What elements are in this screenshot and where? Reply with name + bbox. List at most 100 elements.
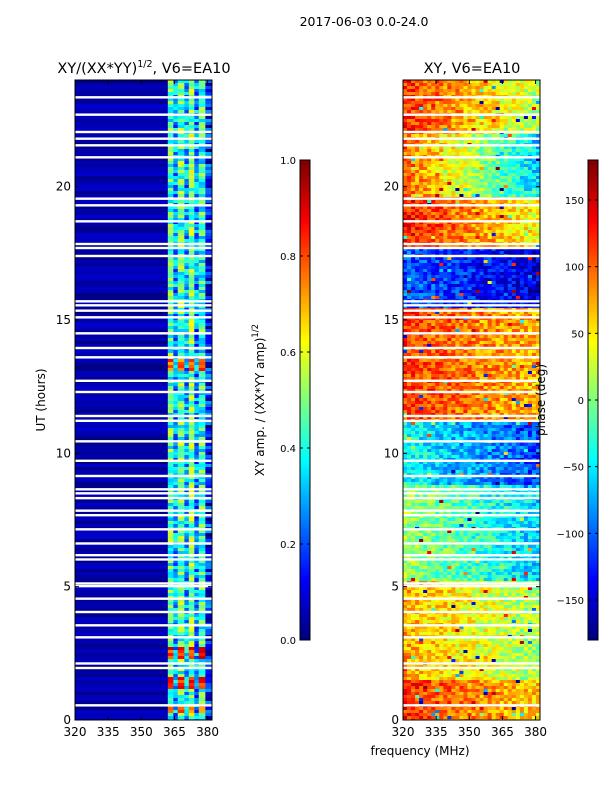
amplitude-cell: [198, 656, 206, 659]
amplitude-cell: [173, 404, 179, 407]
amplitude-cell: [205, 650, 213, 653]
phase-cell: [467, 236, 472, 239]
amplitude-cell: [205, 326, 213, 329]
phase-cell: [431, 134, 436, 137]
amplitude-cell: [173, 272, 179, 275]
colorbar-step: [300, 328, 310, 333]
phase-cell: [459, 248, 464, 251]
phase-cell: [415, 326, 420, 329]
phase-cell: [455, 161, 460, 164]
amplitude-cell: [173, 386, 179, 389]
amplitude-cell: [173, 230, 179, 233]
amplitude-cell: [188, 227, 195, 230]
amplitude-cell: [173, 524, 179, 527]
phase-cell: [443, 323, 448, 326]
phase-cell: [459, 122, 464, 125]
amplitude-cell: [198, 575, 206, 578]
phase-cell: [407, 269, 412, 272]
phase-cell: [531, 140, 537, 143]
phase-cell: [503, 80, 509, 83]
phase-cell: [531, 278, 537, 281]
phase-cell: [479, 128, 484, 131]
phase-cell: [427, 104, 432, 107]
amplitude-cell: [177, 512, 185, 515]
phase-cell: [515, 86, 521, 89]
amplitude-cell: [177, 479, 185, 482]
phase-cell: [439, 170, 444, 173]
phase-cell: [511, 86, 517, 89]
phase-cell: [515, 215, 521, 218]
amplitude-cell: [194, 680, 200, 683]
phase-cell: [431, 230, 436, 233]
phase-cell: [447, 83, 452, 86]
phase-cell: [467, 209, 472, 212]
amplitude-cell: [167, 512, 174, 515]
amplitude-cell: [184, 338, 190, 341]
phase-cell: [535, 245, 541, 248]
amplitude-cell: [177, 239, 185, 242]
phase-cell: [491, 89, 497, 92]
phase-cell: [471, 314, 476, 317]
amplitude-cell: [167, 350, 174, 353]
amplitude-cell: [173, 521, 179, 524]
amplitude-cell: [184, 446, 190, 449]
phase-cell: [503, 314, 509, 317]
phase-cell: [415, 200, 420, 203]
phase-cell: [419, 251, 424, 254]
phase-cell: [463, 329, 468, 332]
colorbar-step: [300, 352, 310, 357]
amplitude-cell: [198, 149, 206, 152]
phase-cell: [523, 293, 529, 296]
amplitude-cell: [194, 434, 200, 437]
amplitude-cell: [194, 257, 200, 260]
phase-cell: [527, 119, 533, 122]
phase-cell: [463, 224, 468, 227]
phase-cell: [499, 167, 505, 170]
phase-cell: [523, 92, 529, 95]
phase-cell: [491, 311, 497, 314]
amplitude-cell: [184, 422, 190, 425]
phase-cell: [495, 266, 501, 269]
phase-cell: [403, 302, 408, 305]
amplitude-cell: [184, 365, 190, 368]
amplitude-cell: [194, 134, 200, 137]
phase-cell: [443, 272, 448, 275]
phase-cell: [511, 269, 517, 272]
amplitude-cell: [75, 653, 169, 656]
amplitude-cell: [205, 269, 213, 272]
phase-cell: [535, 98, 541, 101]
phase-cell: [527, 224, 533, 227]
phase-cell: [491, 266, 497, 269]
amplitude-cell: [75, 410, 169, 413]
phase-cell: [475, 215, 480, 218]
phase-cell: [455, 206, 460, 209]
phase-cell: [459, 293, 464, 296]
phase-cell: [471, 311, 476, 314]
colorbar-step: [300, 368, 310, 373]
amplitude-cell: [167, 215, 174, 218]
amplitude-cell: [194, 530, 200, 533]
amplitude-cell: [198, 368, 206, 371]
amplitude-cell: [173, 389, 179, 392]
amplitude-cell: [198, 587, 206, 590]
amplitude-cell: [177, 698, 185, 701]
phase-cell: [483, 284, 489, 287]
amplitude-cell: [205, 179, 213, 182]
phase-cell: [523, 107, 529, 110]
phase-cell: [487, 173, 493, 176]
phase-cell: [519, 296, 525, 299]
amplitude-cell: [194, 458, 200, 461]
amplitude-cell: [194, 692, 200, 695]
phase-cell: [527, 272, 533, 275]
phase-cell: [499, 314, 505, 317]
phase-cell: [515, 269, 521, 272]
phase-cell: [419, 302, 424, 305]
amplitude-cell: [173, 326, 179, 329]
phase-cell: [483, 89, 489, 92]
amplitude-cell: [75, 494, 169, 497]
amplitude-cell: [205, 482, 213, 485]
phase-cell: [487, 140, 493, 143]
amplitude-cell: [177, 287, 185, 290]
amplitude-cell: [75, 281, 169, 284]
amplitude-cell: [75, 689, 169, 692]
